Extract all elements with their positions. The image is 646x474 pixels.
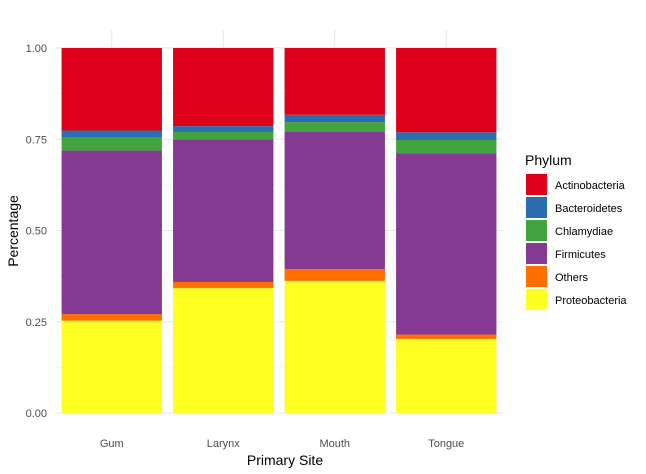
x-tick-label: Larynx	[207, 438, 241, 450]
legend-key-bacteroidetes	[526, 197, 547, 218]
x-axis-ticks: Gum Larynx Mouth Tongue	[100, 438, 464, 450]
y-tick-label: 0.25	[26, 317, 47, 329]
bar-segment-others-gum	[61, 314, 162, 321]
legend-key-proteobacteria	[526, 289, 547, 310]
bar-segment-chlamydiae-larynx	[173, 131, 274, 140]
bar-segment-proteobacteria-gum	[61, 320, 162, 413]
x-axis-title: Primary Site	[247, 452, 323, 468]
bar-segment-others-larynx	[173, 281, 274, 289]
bar-segment-actinobacteria-mouth	[284, 48, 385, 115]
legend-label-firmicutes: Firmicutes	[555, 249, 606, 261]
y-tick-label: 0.50	[26, 226, 47, 238]
bar-segment-firmicutes-larynx	[173, 139, 274, 282]
bar-segment-chlamydiae-gum	[61, 137, 162, 151]
legend-label-bacteroidetes: Bacteroidetes	[555, 203, 623, 215]
y-tick-label: 0.75	[26, 134, 47, 146]
legend-label-chlamydiae: Chlamydiae	[555, 226, 613, 238]
legend-label-actinobacteria: Actinobacteria	[555, 180, 626, 192]
x-tick-label: Mouth	[319, 438, 350, 450]
bar-segment-bacteroidetes-larynx	[173, 126, 274, 132]
legend: Phylum Actinobacteria Bacteroidetes Chlamy…	[525, 152, 627, 310]
bar-segment-others-tongue	[396, 334, 497, 339]
x-tick-label: Gum	[100, 438, 124, 450]
y-tick-label: 0.00	[26, 408, 47, 420]
bar-segment-firmicutes-tongue	[396, 153, 497, 335]
bar-segment-chlamydiae-tongue	[396, 139, 497, 154]
legend-label-others: Others	[555, 272, 589, 284]
x-tick-label: Tongue	[428, 438, 464, 450]
y-axis-ticks: 0.00 0.25 0.50 0.75 1.00	[26, 43, 47, 420]
bar-segment-proteobacteria-larynx	[173, 288, 274, 413]
legend-key-actinobacteria	[526, 174, 547, 195]
bar-segment-bacteroidetes-mouth	[284, 114, 385, 123]
bar-segment-firmicutes-mouth	[284, 131, 385, 270]
bar-segment-proteobacteria-mouth	[284, 280, 385, 413]
legend-key-chlamydiae	[526, 220, 547, 241]
bar-segment-proteobacteria-tongue	[396, 338, 497, 413]
bar-segment-actinobacteria-gum	[61, 48, 162, 131]
y-tick-label: 1.00	[26, 43, 47, 55]
legend-key-others	[526, 266, 547, 287]
bar-segment-actinobacteria-larynx	[173, 48, 274, 127]
bar-segment-actinobacteria-tongue	[396, 48, 497, 133]
legend-title: Phylum	[525, 152, 572, 168]
bar-segment-others-mouth	[284, 269, 385, 281]
bar-segment-firmicutes-gum	[61, 150, 162, 315]
y-axis-title: Percentage	[5, 195, 21, 267]
legend-label-proteobacteria: Proteobacteria	[555, 295, 627, 307]
bars	[61, 48, 497, 413]
bar-segment-chlamydiae-mouth	[284, 122, 385, 132]
bar-segment-bacteroidetes-tongue	[396, 132, 497, 140]
bar-segment-bacteroidetes-gum	[61, 130, 162, 138]
legend-key-firmicutes	[526, 243, 547, 264]
